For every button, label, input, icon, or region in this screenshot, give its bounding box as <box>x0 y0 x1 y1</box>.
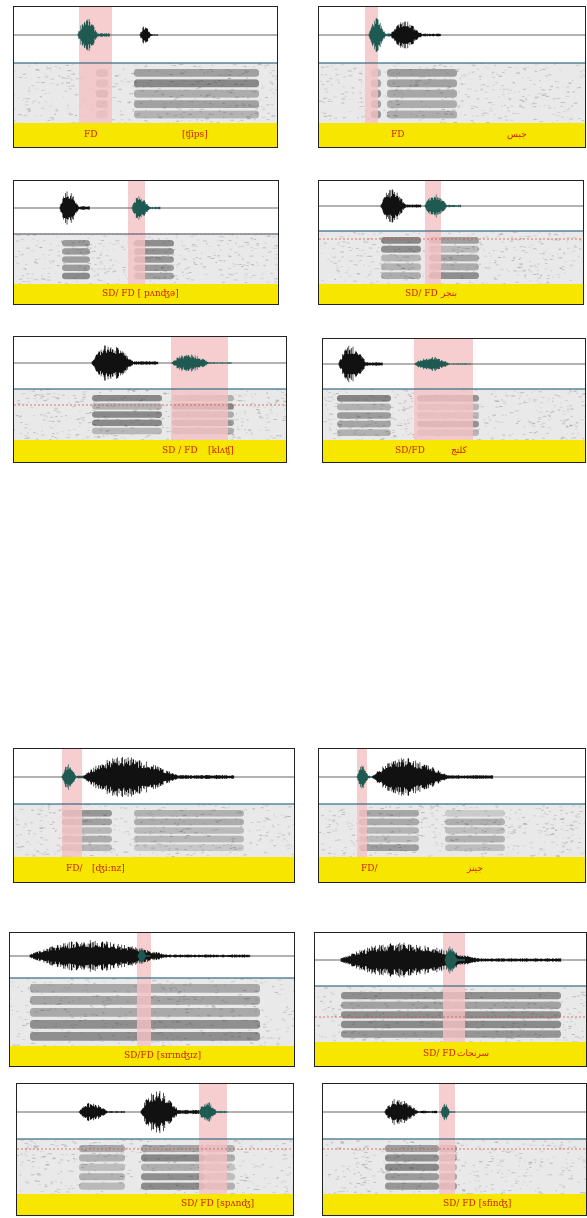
caption-label-8b: جينز <box>467 864 483 874</box>
caption-bar-8: FD/ جينز <box>319 857 585 882</box>
spectrogram-panel-2: FD جبس <box>318 6 586 148</box>
caption-bar-5: SD / FD [klʌʧ] <box>14 440 286 462</box>
waveform-spectrogram-2 <box>319 7 585 125</box>
waveform-spectrogram-8 <box>319 749 585 857</box>
caption-label-11a: SD/ FD [spʌnʤ] <box>181 1199 255 1209</box>
caption-label-10a: SD/ FD <box>423 1048 456 1059</box>
waveform-spectrogram-10 <box>315 933 586 1044</box>
caption-label-10b: سرنجات <box>457 1048 490 1059</box>
spectrogram-panel-11: SD/ FD [spʌnʤ] <box>16 1083 294 1216</box>
caption-label-6b: كلتج <box>451 445 467 456</box>
caption-label-2b: جبس <box>507 129 527 140</box>
caption-label-1b: [ʧips] <box>182 129 208 140</box>
caption-label-2a: FD <box>391 129 405 140</box>
caption-bar-9: SD/FD [sɪrɪnʤɪz] <box>10 1046 294 1066</box>
caption-label-7a: FD/ <box>66 864 83 874</box>
caption-bar-6: SD/FD كلتج <box>323 440 585 462</box>
spectrogram-panel-6: SD/FD كلتج <box>322 338 586 463</box>
spectrogram-panel-9: SD/FD [sɪrɪnʤɪz] <box>9 932 295 1067</box>
spectrogram-panel-8: FD/ جينز <box>318 748 586 883</box>
caption-label-5b: [klʌʧ] <box>208 445 234 456</box>
waveform-spectrogram-1 <box>14 7 277 125</box>
caption-label-5a: SD / FD <box>162 445 198 456</box>
waveform-spectrogram-6 <box>323 339 585 442</box>
spectrogram-panel-12: SD/ FD [sfinʤ] <box>322 1083 587 1216</box>
waveform-spectrogram-5 <box>14 337 286 440</box>
spectrogram-panel-3: SD/ FD [ pʌnʤə] <box>13 180 279 305</box>
waveform-spectrogram-4 <box>319 181 583 285</box>
waveform-spectrogram-3 <box>14 181 278 285</box>
caption-label-3a: SD/ FD [ pʌnʤə] <box>102 288 179 299</box>
caption-bar-11: SD/ FD [spʌnʤ] <box>17 1194 293 1215</box>
spectrogram-panel-5: SD / FD [klʌʧ] <box>13 336 287 463</box>
caption-label-8a: FD/ <box>361 864 378 874</box>
waveform-spectrogram-9 <box>10 933 294 1048</box>
caption-bar-7: FD/ [ʤi:nz] <box>14 857 294 882</box>
caption-bar-10: SD/ FD سرنجات <box>315 1042 586 1066</box>
caption-bar-2: FD جبس <box>319 123 585 147</box>
caption-bar-3: SD/ FD [ pʌnʤə] <box>14 284 278 304</box>
spectrogram-panel-1: FD [ʧips] <box>13 6 278 148</box>
waveform-spectrogram-7 <box>14 749 294 857</box>
waveform-spectrogram-12 <box>323 1084 586 1196</box>
caption-label-4a: SD/ FD <box>405 288 438 299</box>
caption-label-7b: [ʤi:nz] <box>92 864 125 874</box>
caption-bar-4: SD/ FD بنجر <box>319 284 583 304</box>
caption-label-6a: SD/FD <box>395 445 425 456</box>
waveform-spectrogram-11 <box>17 1084 293 1196</box>
caption-label-9a: SD/FD [sɪrɪnʤɪz] <box>124 1050 202 1061</box>
spectrogram-panel-4: SD/ FD بنجر <box>318 180 584 305</box>
caption-bar-12: SD/ FD [sfinʤ] <box>323 1194 586 1215</box>
spectrogram-panel-7: FD/ [ʤi:nz] <box>13 748 295 883</box>
caption-bar-1: FD [ʧips] <box>14 123 277 147</box>
caption-label-4b: بنجر <box>441 288 457 299</box>
caption-label-1a: FD <box>84 129 98 140</box>
caption-label-12a: SD/ FD [sfinʤ] <box>443 1199 512 1209</box>
spectrogram-panel-10: SD/ FD سرنجات <box>314 932 587 1067</box>
